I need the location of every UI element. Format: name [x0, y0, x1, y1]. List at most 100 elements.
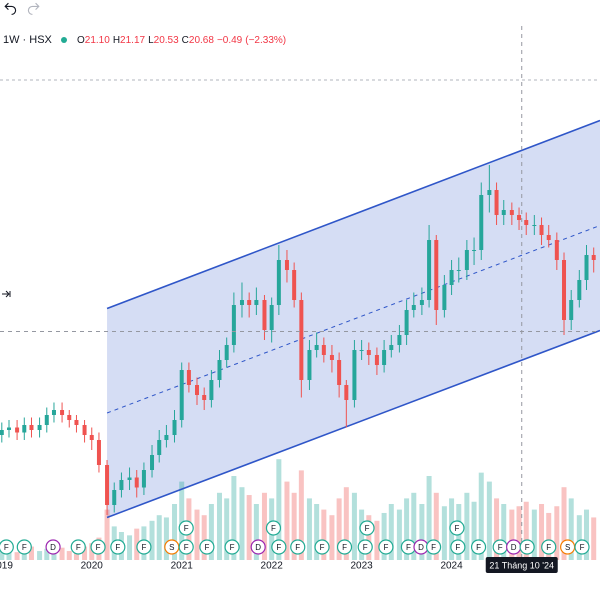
event-label: F: [455, 543, 460, 552]
event-circle: [90, 539, 106, 555]
candle-body: [524, 220, 529, 225]
volume-bar: [6, 548, 12, 560]
event-marker: D: [506, 539, 522, 555]
candle-body: [231, 305, 236, 345]
event-marker: F: [400, 539, 416, 555]
event-marker: F: [519, 539, 535, 555]
candle-body: [337, 360, 342, 385]
event-marker: F: [70, 539, 86, 555]
event-circle: [136, 539, 152, 555]
candle-body: [254, 300, 259, 305]
event-marker: F: [178, 539, 194, 555]
candle-body: [299, 300, 304, 380]
volume-bar: [0, 551, 5, 560]
event-label: F: [4, 543, 9, 552]
candle-body: [472, 250, 477, 251]
volume-bar: [366, 515, 372, 560]
event-marker: F: [290, 539, 306, 555]
event-label: F: [271, 524, 276, 533]
event-circle: [16, 539, 32, 555]
volume-bar: [359, 509, 365, 560]
event-marker: F: [178, 520, 194, 536]
quote-part: −0.49: [217, 35, 243, 46]
candle-body: [464, 250, 469, 270]
candle-body: [539, 225, 544, 235]
candle-body: [105, 465, 110, 505]
volume-bar: [37, 551, 43, 560]
undo-button[interactable]: [4, 2, 17, 15]
volume-bar: [201, 515, 207, 560]
event-label: F: [498, 543, 503, 552]
volume-bar: [426, 476, 432, 560]
candle-body: [456, 270, 461, 271]
event-label: F: [342, 543, 347, 552]
volume-bar: [419, 504, 425, 560]
candle-body: [239, 300, 244, 305]
quote-part: (−2.33%): [245, 35, 286, 46]
event-circle: [0, 539, 14, 555]
event-marker: F: [450, 539, 466, 555]
volume-bar: [433, 492, 439, 560]
event-circle: [336, 539, 353, 555]
candle-body: [591, 255, 596, 260]
volume-bar: [156, 515, 162, 560]
event-marker: F: [336, 539, 353, 555]
event-label: F: [365, 524, 370, 533]
quote: O21.10 H21.17 L20.53 C20.68 −0.49 (−2.33%): [77, 35, 286, 46]
volume-bar: [306, 498, 312, 560]
volume-bar: [276, 459, 282, 560]
plot-area: F F F FF F D F F F F S F F F D F F F F F F F D F F F F D F F S F: [0, 26, 600, 560]
event-label: F: [295, 543, 300, 552]
event-marker: S: [164, 539, 180, 555]
volume-bar: [239, 487, 245, 560]
volume-bar: [381, 512, 387, 560]
volume-bar: [59, 547, 65, 560]
event-circle: [265, 520, 282, 536]
candle-body: [150, 455, 155, 470]
volume-bar: [66, 551, 72, 560]
event-label: F: [383, 543, 388, 552]
channel-lower: [106, 329, 600, 519]
candle-body: [15, 427, 20, 433]
volume-bar: [554, 506, 560, 560]
candle-body: [224, 345, 229, 360]
volume-bar: [516, 506, 522, 560]
candle-body: [427, 240, 432, 300]
volume-bar: [261, 492, 267, 560]
volume-bar: [568, 498, 574, 560]
candle-body: [546, 235, 551, 240]
volume-bar: [194, 509, 200, 560]
channel-fill: [107, 120, 600, 518]
volume-bar: [89, 543, 95, 560]
volume-bar: [329, 515, 335, 560]
candle-body: [157, 440, 162, 455]
volume-bar: [411, 492, 417, 560]
event-marker: F: [359, 520, 375, 536]
event-label: F: [525, 543, 530, 552]
event-circle: [378, 539, 394, 555]
event-marker: F: [199, 539, 215, 555]
event-marker: F: [16, 539, 32, 555]
volume-bar: [253, 504, 259, 560]
scroll-icon[interactable]: [2, 290, 11, 298]
x-tick-label: 2021: [171, 561, 194, 572]
event-marker: S: [560, 539, 576, 555]
quote-part: 20.68: [189, 35, 214, 46]
event-label: F: [230, 543, 235, 552]
candle-body: [141, 470, 146, 488]
volume-bar: [127, 535, 133, 560]
candle-body: [494, 190, 499, 215]
candle-body: [67, 415, 72, 420]
candle-body: [569, 300, 574, 320]
redo-button[interactable]: [27, 2, 40, 15]
event-circle: [450, 539, 466, 555]
volume-bar: [374, 520, 380, 560]
candle-body: [164, 435, 169, 440]
event-label: F: [431, 543, 436, 552]
candle-body: [554, 240, 559, 260]
candle-body: [321, 345, 326, 355]
event-label: D: [511, 543, 517, 552]
volume-bar: [298, 470, 304, 560]
event-marker: F: [271, 539, 287, 555]
